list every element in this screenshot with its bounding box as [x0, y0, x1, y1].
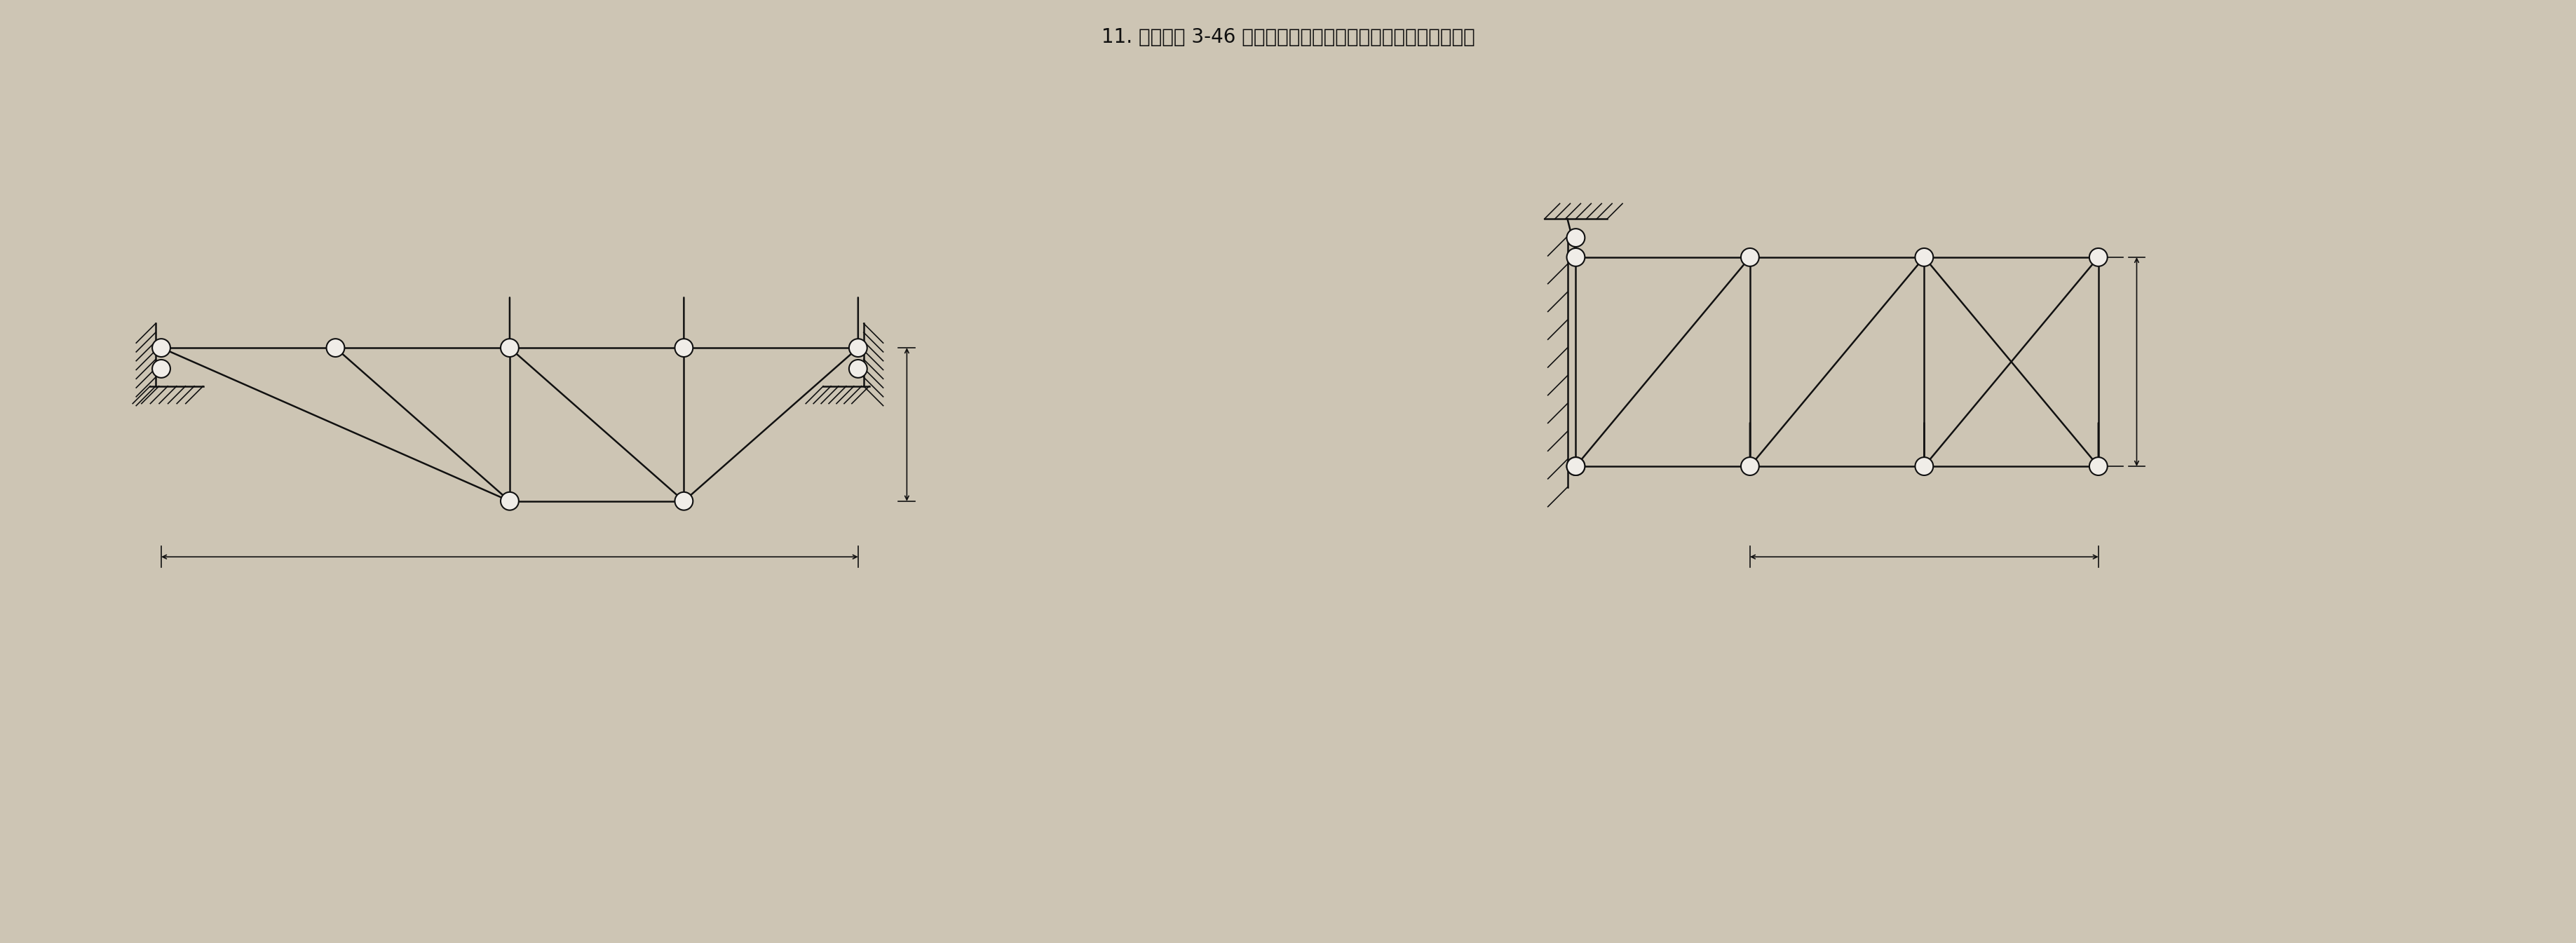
Circle shape	[2089, 457, 2107, 475]
Circle shape	[1566, 228, 1584, 247]
Text: 11. 先找出图 3-46 各桁架中的零杆，再用结点法求各杆的内力。: 11. 先找出图 3-46 各桁架中的零杆，再用结点法求各杆的内力。	[1100, 27, 1476, 47]
Circle shape	[1914, 248, 1932, 266]
Circle shape	[500, 339, 518, 356]
Circle shape	[1566, 248, 1584, 266]
Circle shape	[675, 492, 693, 510]
Circle shape	[2089, 248, 2107, 266]
Circle shape	[500, 492, 518, 510]
Circle shape	[850, 359, 868, 378]
Circle shape	[152, 359, 170, 378]
Circle shape	[850, 339, 868, 356]
Circle shape	[1914, 457, 1932, 475]
Circle shape	[1741, 248, 1759, 266]
Circle shape	[152, 339, 170, 356]
Circle shape	[675, 339, 693, 356]
Circle shape	[327, 339, 345, 356]
Circle shape	[1566, 457, 1584, 475]
Circle shape	[1566, 457, 1584, 475]
Circle shape	[1741, 457, 1759, 475]
